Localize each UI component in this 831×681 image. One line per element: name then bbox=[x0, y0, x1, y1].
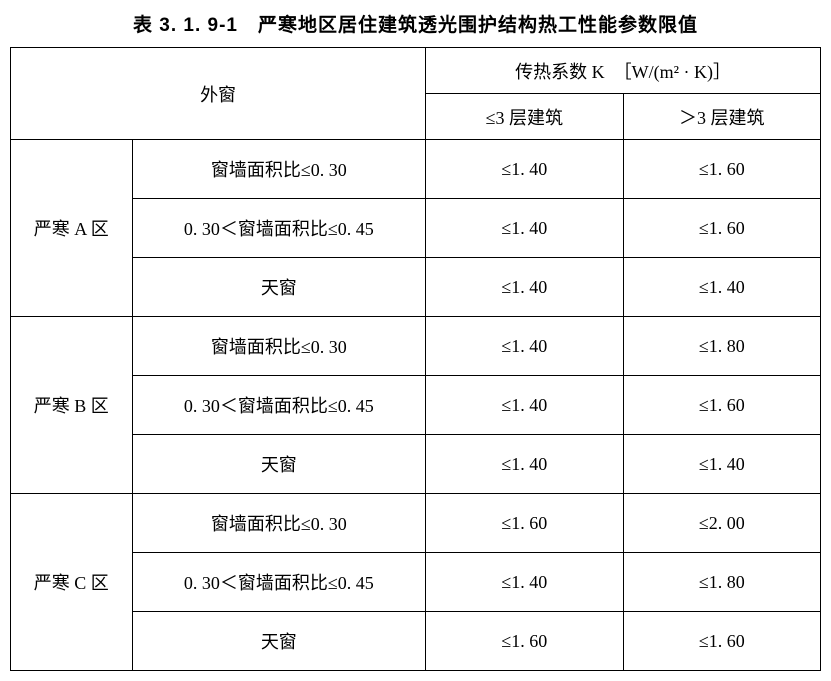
table-row: 严寒 C 区 窗墙面积比≤0. 30 ≤1. 60 ≤2. 00 bbox=[11, 494, 821, 553]
value-cell: ≤1. 60 bbox=[623, 376, 820, 435]
value-cell: ≤1. 60 bbox=[426, 612, 623, 671]
value-cell: ≤1. 40 bbox=[426, 140, 623, 199]
value-cell: ≤1. 40 bbox=[623, 435, 820, 494]
value-cell: ≤2. 00 bbox=[623, 494, 820, 553]
condition-cell: 窗墙面积比≤0. 30 bbox=[132, 494, 426, 553]
value-cell: ≤1. 60 bbox=[623, 140, 820, 199]
zone-name: 严寒 A 区 bbox=[11, 140, 133, 317]
header-row-1: 外窗 传热系数 K ［W/(m² · K)］ bbox=[11, 48, 821, 94]
value-cell: ≤1. 40 bbox=[426, 317, 623, 376]
condition-cell: 天窗 bbox=[132, 435, 426, 494]
table-title: 表 3. 1. 9-1 严寒地区居住建筑透光围护结构热工性能参数限值 bbox=[10, 10, 821, 37]
table-row: 天窗 ≤1. 60 ≤1. 60 bbox=[11, 612, 821, 671]
zone-name: 严寒 C 区 bbox=[11, 494, 133, 671]
table-row: 0. 30＜窗墙面积比≤0. 45 ≤1. 40 ≤1. 60 bbox=[11, 376, 821, 435]
condition-cell: 0. 30＜窗墙面积比≤0. 45 bbox=[132, 376, 426, 435]
value-cell: ≤1. 40 bbox=[426, 553, 623, 612]
value-cell: ≤1. 40 bbox=[426, 258, 623, 317]
zone-name: 严寒 B 区 bbox=[11, 317, 133, 494]
header-window: 外窗 bbox=[11, 48, 426, 140]
condition-cell: 窗墙面积比≤0. 30 bbox=[132, 317, 426, 376]
header-gt3: ＞3 层建筑 bbox=[623, 94, 820, 140]
header-le3: ≤3 层建筑 bbox=[426, 94, 623, 140]
value-cell: ≤1. 40 bbox=[426, 199, 623, 258]
table-row: 天窗 ≤1. 40 ≤1. 40 bbox=[11, 258, 821, 317]
table-row: 0. 30＜窗墙面积比≤0. 45 ≤1. 40 ≤1. 60 bbox=[11, 199, 821, 258]
table-row: 0. 30＜窗墙面积比≤0. 45 ≤1. 40 ≤1. 80 bbox=[11, 553, 821, 612]
value-cell: ≤1. 40 bbox=[623, 258, 820, 317]
value-cell: ≤1. 80 bbox=[623, 553, 820, 612]
value-cell: ≤1. 60 bbox=[426, 494, 623, 553]
table-row: 严寒 B 区 窗墙面积比≤0. 30 ≤1. 40 ≤1. 80 bbox=[11, 317, 821, 376]
value-cell: ≤1. 80 bbox=[623, 317, 820, 376]
value-cell: ≤1. 60 bbox=[623, 199, 820, 258]
condition-cell: 天窗 bbox=[132, 258, 426, 317]
condition-cell: 天窗 bbox=[132, 612, 426, 671]
condition-cell: 0. 30＜窗墙面积比≤0. 45 bbox=[132, 199, 426, 258]
value-cell: ≤1. 60 bbox=[623, 612, 820, 671]
thermal-params-table: 外窗 传热系数 K ［W/(m² · K)］ ≤3 层建筑 ＞3 层建筑 严寒 … bbox=[10, 47, 821, 671]
header-k: 传热系数 K ［W/(m² · K)］ bbox=[426, 48, 821, 94]
value-cell: ≤1. 40 bbox=[426, 376, 623, 435]
condition-cell: 窗墙面积比≤0. 30 bbox=[132, 140, 426, 199]
table-row: 天窗 ≤1. 40 ≤1. 40 bbox=[11, 435, 821, 494]
table-row: 严寒 A 区 窗墙面积比≤0. 30 ≤1. 40 ≤1. 60 bbox=[11, 140, 821, 199]
condition-cell: 0. 30＜窗墙面积比≤0. 45 bbox=[132, 553, 426, 612]
value-cell: ≤1. 40 bbox=[426, 435, 623, 494]
